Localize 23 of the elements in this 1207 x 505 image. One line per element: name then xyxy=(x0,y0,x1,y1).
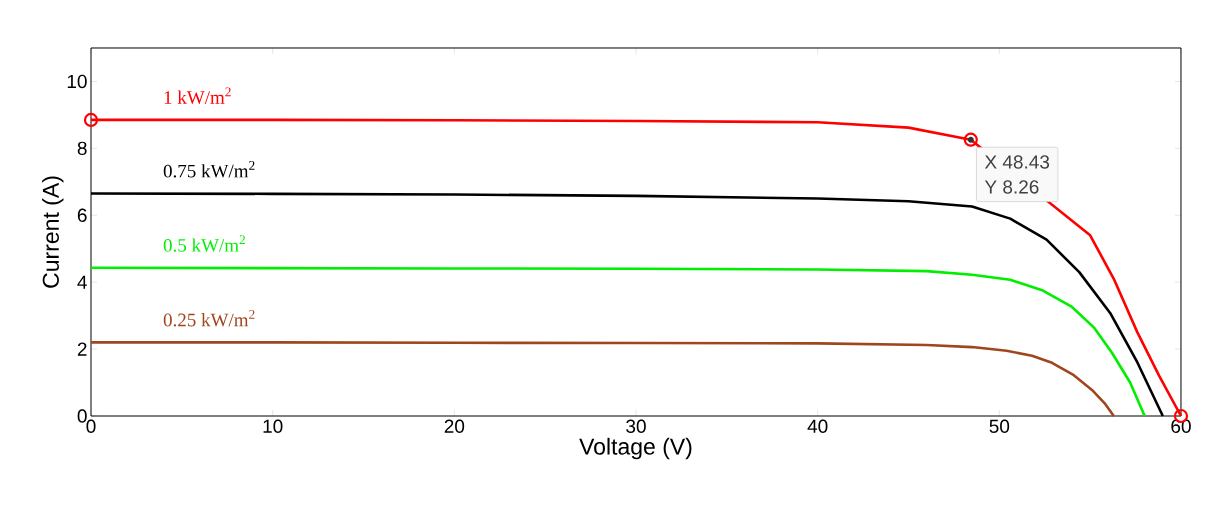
x-tick-label: 40 xyxy=(807,419,828,433)
series-label: 0.25 kW/m$^{2}$ xyxy=(163,309,255,327)
line-series xyxy=(89,341,1116,418)
series-label: 0.75 kW/m$^{2}$ xyxy=(163,161,255,178)
x-tick-label: 30 xyxy=(626,419,646,433)
y-tick-label: 0 xyxy=(77,409,87,423)
y-tick-label: 4 xyxy=(77,275,87,289)
point xyxy=(963,132,978,147)
annotation: X 48.43 xyxy=(984,155,1050,169)
x-tick-label: 10 xyxy=(263,419,283,433)
y-tick-label: 10 xyxy=(67,74,87,89)
y-axis-title: Current (A) xyxy=(42,176,64,288)
x-tick-label: 50 xyxy=(989,419,1010,433)
y-tick-label: 2 xyxy=(77,342,87,356)
x-tick-label: 0 xyxy=(86,419,96,433)
point xyxy=(83,112,99,128)
series-label: 0.5 kW/m$^{2}$ xyxy=(163,235,245,252)
x-axis-title: Voltage (V) xyxy=(579,437,692,460)
annotation: Y 8.26 xyxy=(984,180,1039,194)
y-tick-label: 8 xyxy=(77,141,87,156)
x-tick-label: 20 xyxy=(444,419,465,433)
series-label: 1 kW/m$^{2}$ xyxy=(164,87,231,104)
y-tick-label: 6 xyxy=(77,208,87,222)
